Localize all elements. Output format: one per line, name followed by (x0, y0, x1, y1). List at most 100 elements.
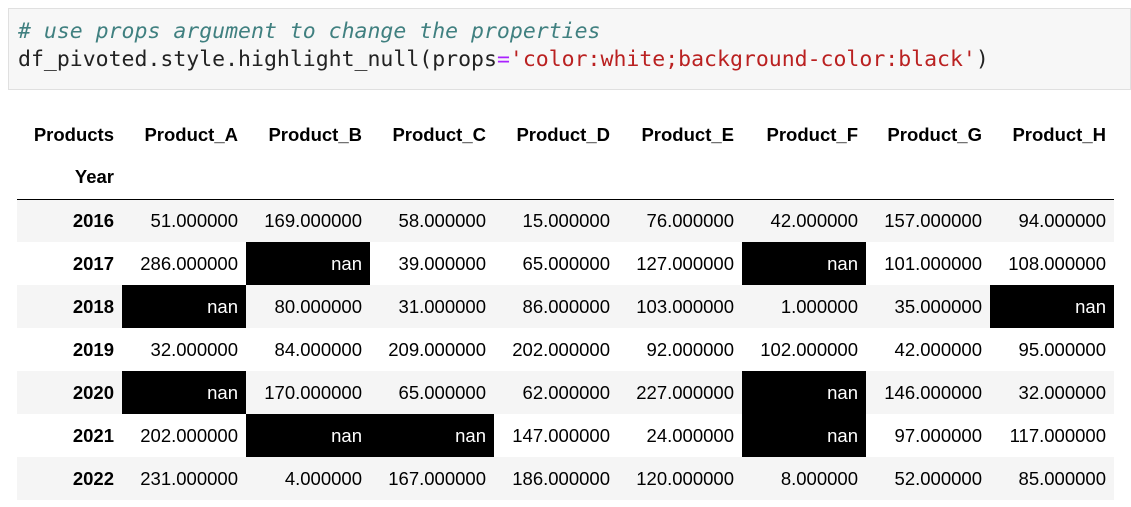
null-highlight-cell: nan (990, 285, 1114, 328)
table-cell: 4.000000 (246, 457, 370, 500)
column-header: Product_G (887, 123, 982, 145)
table-cell: 92.000000 (646, 338, 734, 360)
table-cell: 76.000000 (618, 199, 742, 242)
table-cell: 65.000000 (370, 371, 494, 414)
table-cell: 80.000000 (246, 285, 370, 328)
table-cell: 186.000000 (494, 457, 618, 500)
code-string: 'color:white;background-color:black' (509, 47, 976, 72)
table-cell: 94.000000 (990, 199, 1114, 242)
table-cell: 42.000000 (894, 338, 982, 360)
null-highlight-cell: nan (370, 414, 494, 457)
row-index-year: 2020 (17, 371, 122, 414)
empty-header-cell (866, 156, 990, 200)
empty-header-cell (742, 156, 866, 200)
table-cell: 39.000000 (398, 252, 486, 274)
code-statement-line: df_pivoted.style.highlight_null(props='c… (18, 47, 989, 72)
code-cell[interactable]: # use props argument to change the prope… (8, 8, 1131, 90)
table-cell: 101.000000 (884, 252, 982, 274)
code-operator: = (496, 47, 510, 72)
table-cell: 127.000000 (636, 252, 734, 274)
null-highlight-cell: nan (122, 371, 246, 414)
code-call: df_pivoted.style.highlight_null(props (18, 47, 497, 72)
table-row: 2017 286.000000 nan 39.000000 65.000000 127.0… (17, 242, 1114, 285)
column-header: Product_F (766, 123, 858, 145)
column-header: Product_D (516, 123, 610, 145)
row-index-label-row: Year (17, 156, 1114, 200)
table-cell: 117.000000 (1009, 424, 1106, 446)
table-row: 2021 202.000000 nan nan 147.000000 24.000000 n… (17, 414, 1114, 457)
table-cell: 35.000000 (866, 285, 990, 328)
table-cell: 84.000000 (274, 338, 362, 360)
table-cell: 52.000000 (866, 457, 990, 500)
null-highlight-cell: nan (246, 414, 370, 457)
table-cell: 146.000000 (866, 371, 990, 414)
table-cell: 147.000000 (512, 424, 610, 446)
table-cell: 51.000000 (122, 199, 246, 242)
table-cell: 85.000000 (990, 457, 1114, 500)
empty-header-cell (370, 156, 494, 200)
table-cell: 102.000000 (760, 338, 858, 360)
null-highlight-cell: nan (122, 285, 246, 328)
index-name: Products (33, 123, 114, 145)
table-cell: 97.000000 (894, 424, 982, 446)
empty-header-cell (494, 156, 618, 200)
null-highlight-cell: nan (246, 242, 370, 285)
table-row: 2022 231.000000 4.000000 167.000000 186.0000… (17, 457, 1114, 500)
table-cell: 58.000000 (370, 199, 494, 242)
column-header-row: Products Product_A Product_B Product_C P… (17, 113, 1114, 156)
table-row: 2020 nan 170.000000 65.000000 62.000000 227.0… (17, 371, 1114, 414)
empty-header-cell (122, 156, 246, 200)
table-cell: 103.000000 (618, 285, 742, 328)
table-cell: 209.000000 (388, 338, 486, 360)
table-cell: 202.000000 (512, 338, 610, 360)
row-index-year: 2016 (17, 199, 122, 242)
table-cell: 86.000000 (494, 285, 618, 328)
table-cell: 167.000000 (370, 457, 494, 500)
table-row: 2018 nan 80.000000 31.000000 86.000000 103.00… (17, 285, 1114, 328)
table-cell: 202.000000 (140, 424, 238, 446)
table-cell: 32.000000 (150, 338, 238, 360)
table-cell: 15.000000 (494, 199, 618, 242)
empty-header-cell (990, 156, 1114, 200)
column-header: Product_C (392, 123, 486, 145)
code-close-paren: ) (975, 47, 989, 72)
null-highlight-cell: nan (742, 242, 866, 285)
table-cell: 95.000000 (1018, 338, 1106, 360)
row-index-label: Year (17, 156, 122, 200)
table-cell: 24.000000 (646, 424, 734, 446)
empty-header-cell (618, 156, 742, 200)
row-index-year: 2021 (72, 424, 114, 446)
column-header: Product_B (268, 123, 362, 145)
table-cell: 227.000000 (618, 371, 742, 414)
table-cell: 231.000000 (122, 457, 246, 500)
table-cell: 32.000000 (990, 371, 1114, 414)
null-highlight-cell: nan (742, 371, 866, 414)
table-cell: 31.000000 (370, 285, 494, 328)
table-body: 2016 51.000000 169.000000 58.000000 15.00000… (17, 199, 1114, 500)
row-index-year: 2017 (72, 252, 114, 274)
table-cell: 65.000000 (522, 252, 610, 274)
table-cell: 169.000000 (246, 199, 370, 242)
code-comment: # use props argument to change the prope… (18, 19, 601, 44)
table-cell: 62.000000 (494, 371, 618, 414)
table-cell: 8.000000 (742, 457, 866, 500)
code-comment-line: # use props argument to change the prope… (18, 19, 600, 44)
column-header: Product_H (1012, 123, 1106, 145)
row-index-year: 2019 (72, 338, 114, 360)
table-row: 2019 32.000000 84.000000 209.000000 202.0000… (17, 328, 1114, 371)
dataframe-output-table: Products Product_A Product_B Product_C P… (17, 113, 1114, 500)
empty-header-cell (246, 156, 370, 200)
table-cell: 170.000000 (246, 371, 370, 414)
table-cell: 120.000000 (618, 457, 742, 500)
column-header: Product_E (641, 123, 734, 145)
table-header: Products Product_A Product_B Product_C P… (17, 113, 1114, 200)
table-cell: 42.000000 (742, 199, 866, 242)
table-cell: 286.000000 (140, 252, 238, 274)
table-cell: 157.000000 (866, 199, 990, 242)
column-header: Product_A (144, 123, 238, 145)
table-cell: 108.000000 (1008, 252, 1106, 274)
null-highlight-cell: nan (742, 414, 866, 457)
row-index-year: 2018 (17, 285, 122, 328)
table-cell: 1.000000 (742, 285, 866, 328)
table-row: 2016 51.000000 169.000000 58.000000 15.00000… (17, 199, 1114, 242)
